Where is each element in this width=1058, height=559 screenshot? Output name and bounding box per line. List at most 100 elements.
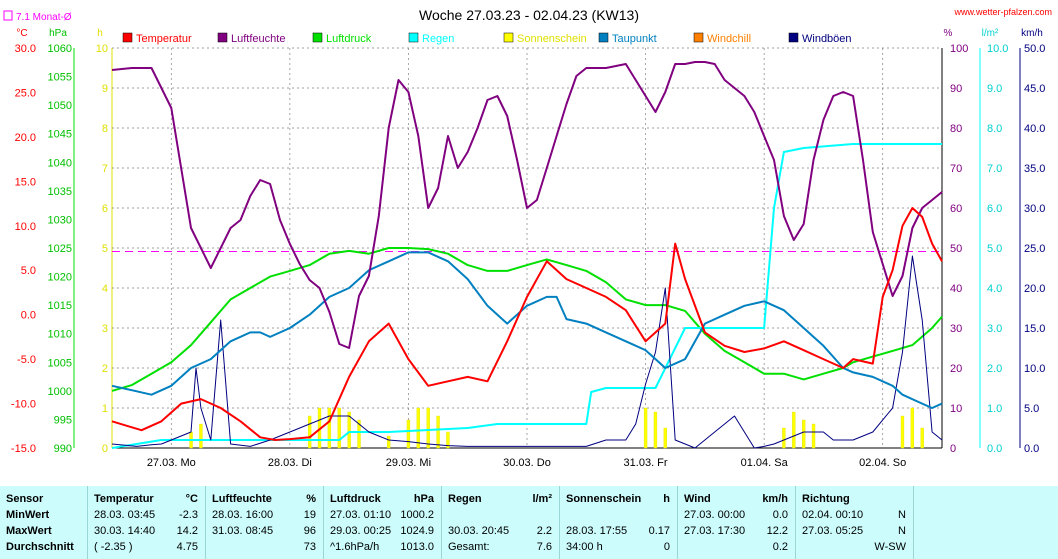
table-cell-value: 14.2	[176, 525, 198, 537]
table-header-unit: km/h	[762, 493, 788, 505]
sunshine-bar	[910, 407, 915, 449]
pressure-tick-label: 1030	[48, 214, 72, 226]
temp-tick-label: -5.0	[17, 354, 36, 366]
table-header-unit: l/m²	[532, 493, 552, 505]
sun-tick-label: 7	[102, 163, 108, 175]
rain-tick-label: 7.0	[987, 163, 1002, 175]
sunshine-bar	[446, 431, 450, 449]
table-cell-time: 27.03. 01:10	[330, 509, 392, 521]
wind-tick-label: 35.0	[1024, 163, 1045, 175]
table-cell-time: 02.04. 00:10	[802, 509, 864, 521]
sunshine-bar	[436, 415, 440, 449]
table-divider	[87, 486, 88, 559]
table-cell-time: ^1.6hPa/h	[330, 541, 380, 553]
wind-unit: km/h	[1021, 28, 1043, 39]
series-line-luftfeuchte	[111, 61, 943, 349]
wind-tick-label: 45.0	[1024, 83, 1045, 95]
rain-tick-label: 2.0	[987, 363, 1002, 375]
sunshine-bar	[406, 419, 411, 449]
wind-tick-label: 20.0	[1024, 283, 1045, 295]
table-cell-time: ( -2.35 )	[94, 541, 133, 553]
humidity-tick-label: 0	[950, 443, 956, 455]
humidity-tick-label: 50	[950, 243, 962, 255]
table-cell-value: 0.2	[772, 541, 788, 553]
sunshine-bar	[416, 407, 420, 449]
pressure-tick-label: 1045	[48, 129, 72, 141]
pressure-tick-label: 1005	[48, 357, 72, 369]
wind-tick-label: 30.0	[1024, 203, 1045, 215]
table-cell-value: -2.3	[179, 509, 198, 521]
pressure-tick-label: 995	[54, 414, 72, 426]
table-cell-time: 30.03. 14:40	[94, 525, 156, 537]
pressure-tick-label: 1040	[48, 157, 72, 169]
wind-tick-label: 15.0	[1024, 323, 1045, 335]
series-line-luftdruck	[111, 247, 943, 392]
table-header: Wind	[684, 493, 711, 505]
table-cell-time: 28.03. 03:45	[94, 509, 156, 521]
sunshine-bar	[811, 423, 816, 449]
table-header-unit: °C	[185, 493, 198, 505]
pressure-tick-label: 1010	[48, 329, 72, 341]
table-cell-value: 1013.0	[400, 541, 434, 553]
sunshine-bar	[387, 435, 391, 449]
sun-tick-label: 0	[102, 443, 108, 455]
rain-tick-label: 6.0	[987, 203, 1002, 215]
table-row-label: MinWert	[6, 509, 50, 521]
x-tick-label: 01.04. Sa	[741, 457, 789, 469]
sunshine-bar	[900, 415, 905, 449]
table-header: Regen	[448, 493, 482, 505]
table-divider	[441, 486, 442, 559]
table-cell-value: 12.2	[766, 525, 788, 537]
table-header: Sensor	[6, 493, 44, 505]
table-cell-time: 27.03. 05:25	[802, 525, 864, 537]
legend-swatch	[122, 32, 133, 43]
x-tick-label: 29.03. Mi	[386, 457, 431, 469]
legend-swatch	[503, 32, 514, 43]
table-header: Luftfeuchte	[212, 493, 272, 505]
table-cell-time: 34:00 h	[566, 541, 603, 553]
sun-unit: h	[97, 28, 103, 39]
table-cell-value: 2.2	[536, 525, 552, 537]
rain-tick-label: 5.0	[987, 243, 1002, 255]
table-cell-value: 0.17	[648, 525, 670, 537]
table-cell-value: 73	[303, 541, 316, 553]
x-tick-label: 28.03. Di	[268, 457, 312, 469]
humidity-tick-label: 90	[950, 83, 962, 95]
wind-tick-label: 25.0	[1024, 243, 1045, 255]
sunshine-bar	[920, 427, 924, 449]
pressure-tick-label: 1020	[48, 272, 72, 284]
legend-swatch	[598, 32, 609, 43]
table-cell-time: 30.03. 20:45	[448, 525, 510, 537]
wind-tick-label: 10.0	[1024, 363, 1045, 375]
sunshine-bar	[663, 427, 667, 449]
wind-tick-label: 0.0	[1024, 443, 1039, 455]
temp-tick-label: 15.0	[15, 176, 36, 188]
sun-tick-label: 8	[102, 123, 108, 135]
temp-tick-label: 5.0	[21, 265, 36, 277]
temp-tick-label: 30.0	[15, 43, 36, 55]
rain-tick-label: 1.0	[987, 403, 1002, 415]
pressure-tick-label: 1025	[48, 243, 72, 255]
table-header-unit: %	[306, 493, 316, 505]
sun-tick-label: 4	[102, 283, 108, 295]
table-cell-time: 28.03. 17:55	[566, 525, 628, 537]
temp-tick-label: 25.0	[15, 87, 36, 99]
table-cell-value: N	[898, 509, 906, 521]
sunshine-bar	[347, 411, 351, 449]
sun-tick-label: 10	[96, 43, 108, 55]
pressure-tick-label: 1015	[48, 300, 72, 312]
legend-label: Taupunkt	[612, 33, 657, 45]
sun-tick-label: 5	[102, 243, 108, 255]
legend-label: Regen	[422, 33, 454, 45]
sunshine-bar	[802, 419, 806, 449]
sunshine-bar	[782, 427, 786, 449]
table-cell-value: 1000.2	[400, 509, 434, 521]
humidity-tick-label: 70	[950, 163, 962, 175]
rain-tick-label: 8.0	[987, 123, 1002, 135]
legend-swatch	[312, 32, 323, 43]
legend-swatch	[788, 32, 799, 43]
table-row-label: MaxWert	[6, 525, 52, 537]
site-url: www.wetter-pfalzen.com	[953, 7, 1052, 17]
pressure-tick-label: 1055	[48, 72, 72, 84]
table-cell-value: 4.75	[176, 541, 198, 553]
